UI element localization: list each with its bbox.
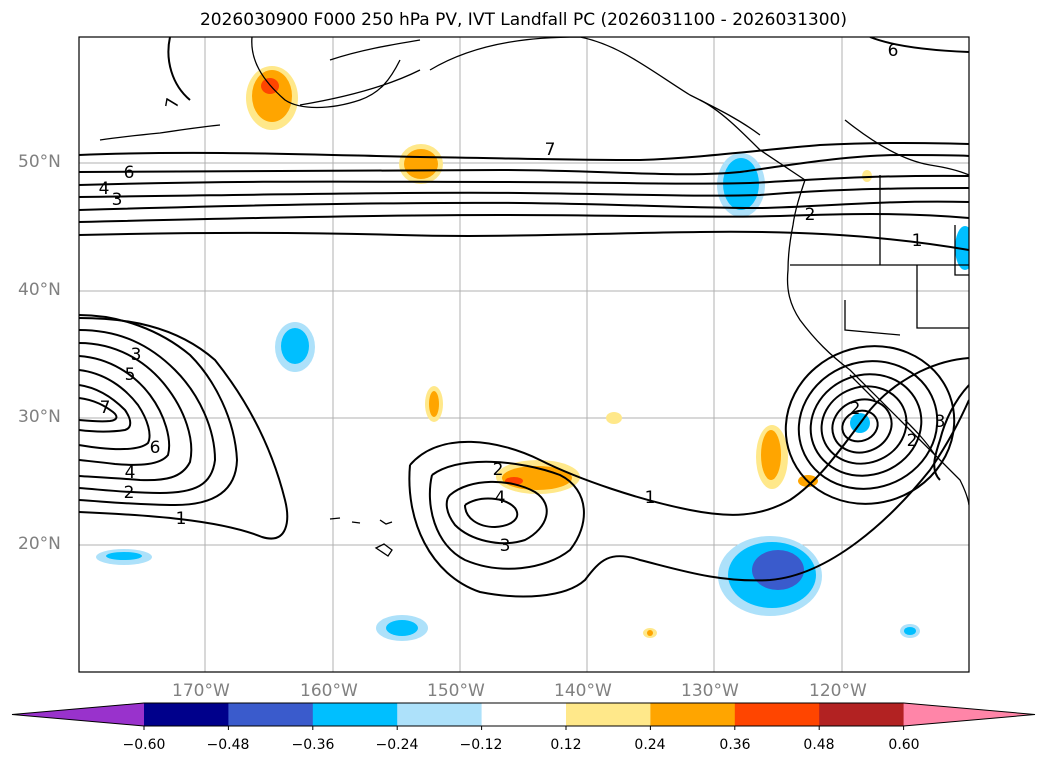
lon-label: 160°W	[300, 681, 358, 701]
lat-label: 20°N	[18, 534, 61, 554]
contour-label: 1	[176, 509, 187, 529]
colorbar-tick: −0.36	[291, 737, 335, 753]
contour-label: 5	[125, 365, 136, 385]
contour-label: 3	[500, 536, 511, 556]
colorbar-segment	[228, 703, 314, 726]
contour-label: 7	[162, 96, 184, 110]
pv-contours	[79, 37, 969, 598]
contour-label: 2	[907, 431, 918, 451]
contour-label: 4	[99, 179, 110, 199]
lat-label: 50°N	[18, 152, 61, 172]
colorbar-segment	[312, 703, 398, 726]
contour-label: 2	[493, 460, 504, 480]
colorbar-tick: 0.60	[888, 737, 920, 753]
colorbar-extend-high	[903, 703, 1035, 726]
colorbar-segment	[397, 703, 483, 726]
contour-label: 4	[125, 463, 136, 483]
lon-label: 170°W	[172, 681, 230, 701]
map-frame	[78, 36, 970, 673]
contour-label: 4	[495, 488, 506, 508]
colorbar-tick: 0.24	[634, 737, 666, 753]
contour-label: 1	[645, 488, 656, 508]
colorbar-tick: 0.12	[550, 737, 582, 753]
contour-label: 6	[150, 438, 161, 458]
contour-label: 3	[131, 345, 142, 365]
contour-label: 2	[850, 399, 861, 419]
contour-label: 2	[805, 205, 816, 225]
contour-label: 1	[912, 231, 923, 251]
negative-patch	[106, 552, 142, 560]
map-title: 2026030900 F000 250 hPa PV, IVT Landfall…	[199, 10, 847, 30]
contour-label: 2	[124, 483, 135, 503]
colorbar-segment	[144, 703, 229, 726]
colorbar-tick: −0.60	[122, 737, 166, 753]
contour-label: 3	[935, 412, 946, 432]
contour-label: 7	[545, 140, 556, 160]
negative-patch	[752, 550, 804, 590]
colorbar-segment	[481, 703, 567, 726]
negative-patch	[281, 328, 309, 364]
lon-label: 130°W	[681, 681, 739, 701]
lat-label: 40°N	[18, 280, 61, 300]
contour-label: 6	[124, 163, 135, 183]
colorbar-segment	[566, 703, 651, 726]
positive-patch	[862, 170, 872, 182]
colorbar-tick: −0.24	[375, 737, 419, 753]
colorbar-tick: −0.48	[206, 737, 250, 753]
colorbar-segment	[819, 703, 905, 726]
colorbar-tick: 0.36	[719, 737, 751, 753]
lat-label: 30°N	[18, 407, 61, 427]
positive-patch	[761, 430, 781, 480]
positive-patch	[404, 149, 438, 179]
contour-labels: 6 7 6 4 3 7 2 1 7 3 5 6 4 2 1 2 4 3 1 2 …	[99, 41, 946, 556]
positive-patch	[429, 391, 439, 417]
lon-label: 140°W	[554, 681, 612, 701]
positive-patch	[252, 70, 292, 122]
lon-label: 120°W	[809, 681, 867, 701]
grid-lines	[79, 37, 969, 672]
negative-patch	[904, 627, 916, 635]
contour-label: 6	[888, 41, 899, 61]
colorbar	[11, 702, 1036, 730]
colorbar-extend-low	[12, 703, 144, 726]
positive-patch	[606, 412, 622, 424]
colorbar-segment	[650, 703, 736, 726]
contour-label: 7	[100, 398, 111, 418]
positive-patch	[647, 630, 653, 636]
negative-patch	[386, 620, 418, 636]
lon-label: 150°W	[427, 681, 485, 701]
contour-label: 3	[112, 190, 123, 210]
colorbar-tick: 0.48	[803, 737, 835, 753]
colorbar-segment	[734, 703, 820, 726]
colorbar-tick: −0.12	[459, 737, 503, 753]
